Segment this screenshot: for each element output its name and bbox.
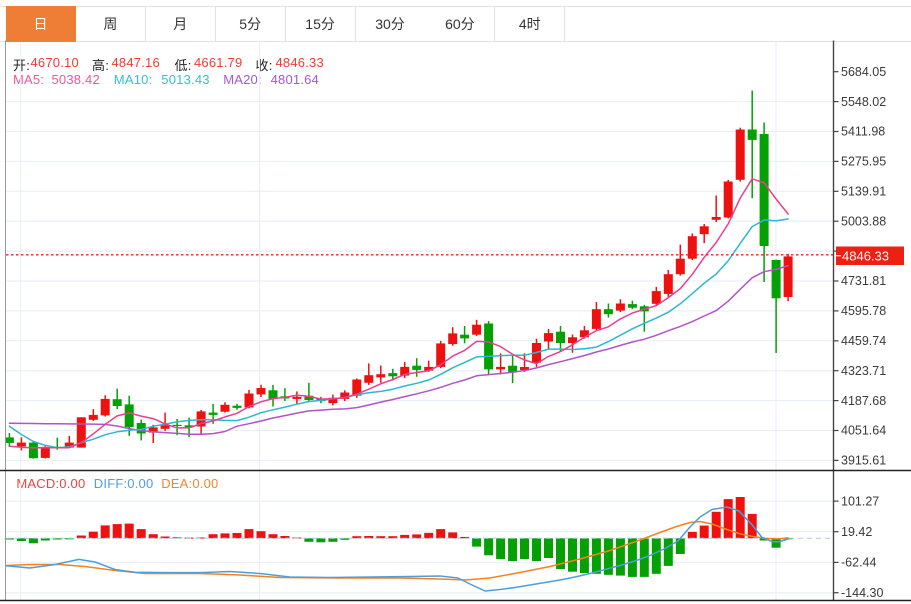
svg-text:5411.98: 5411.98 bbox=[841, 125, 885, 139]
svg-text:4595.78: 4595.78 bbox=[841, 304, 886, 318]
svg-text:4051.64: 4051.64 bbox=[841, 424, 886, 438]
svg-text:-144.30: -144.30 bbox=[841, 586, 883, 600]
svg-text:5548.02: 5548.02 bbox=[841, 95, 886, 109]
svg-text:5275.95: 5275.95 bbox=[841, 155, 886, 169]
svg-text:5139.91: 5139.91 bbox=[841, 185, 886, 199]
svg-text:5684.05: 5684.05 bbox=[841, 65, 886, 79]
svg-text:3915.61: 3915.61 bbox=[841, 454, 886, 468]
svg-text:101.27: 101.27 bbox=[841, 494, 879, 508]
svg-text:4459.74: 4459.74 bbox=[841, 334, 886, 348]
svg-text:5003.88: 5003.88 bbox=[841, 214, 886, 228]
svg-text:4323.71: 4323.71 bbox=[841, 364, 886, 378]
svg-text:4187.68: 4187.68 bbox=[841, 394, 886, 408]
svg-text:19.42: 19.42 bbox=[841, 525, 872, 539]
svg-text:4731.81: 4731.81 bbox=[841, 274, 886, 288]
svg-text:4846.33: 4846.33 bbox=[842, 248, 889, 263]
svg-text:-62.44: -62.44 bbox=[841, 556, 876, 570]
